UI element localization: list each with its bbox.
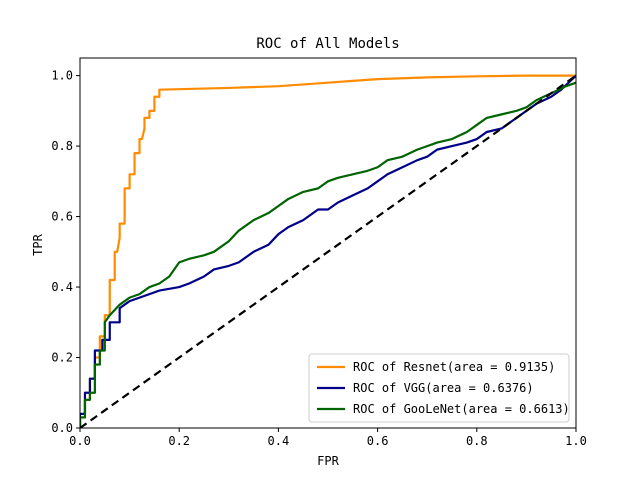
legend-box (308, 353, 570, 423)
x-tick-label: 0.0 (69, 434, 91, 448)
legend-entry: ROC of Resnet(area = 0.9135) (353, 360, 555, 374)
x-tick-label: 0.6 (367, 434, 389, 448)
x-tick-label: 0.2 (168, 434, 190, 448)
legend-entry: ROC of GooLeNet(area = 0.6613) (353, 402, 570, 416)
legend: ROC of Resnet(area = 0.9135) ROC of VGG(a… (308, 353, 570, 423)
x-axis-label: FPR (317, 454, 339, 468)
legend-entry: ROC of VGG(area = 0.6376) (353, 381, 534, 395)
y-tick-label: 0.8 (51, 139, 73, 153)
x-tick-label: 1.0 (565, 434, 587, 448)
chart-title: ROC of All Models (256, 36, 399, 52)
y-tick-label: 1.0 (51, 69, 73, 83)
x-tick-label: 0.8 (466, 434, 488, 448)
y-axis-label: TPR (31, 233, 45, 255)
series-line-2 (80, 81, 576, 428)
diagonal-reference-line (80, 74, 576, 428)
series-line-0 (80, 74, 576, 428)
plot-frame (79, 57, 577, 429)
series-line-1 (80, 74, 576, 428)
y-tick-label: 0.4 (51, 280, 73, 294)
x-tick-label: 0.4 (268, 434, 290, 448)
y-tick-label: 0.0 (51, 421, 73, 435)
y-tick-label: 0.2 (51, 351, 73, 365)
y-tick-label: 0.6 (51, 210, 73, 224)
